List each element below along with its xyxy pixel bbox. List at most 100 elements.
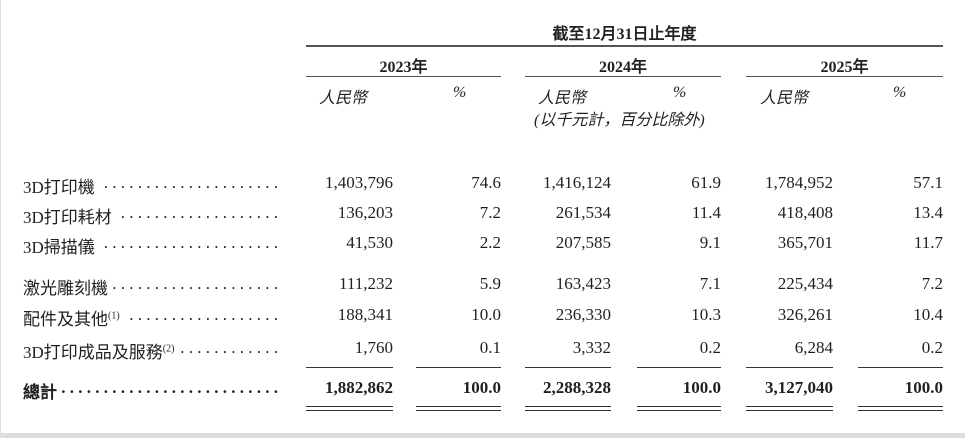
percent-label-2024: % [673, 84, 687, 101]
amount-cell: 163,423 [555, 274, 611, 293]
header-divider [306, 45, 943, 47]
leader-dots: . . . . . . . . . . . . . . . . . . . . … [103, 173, 278, 199]
row-label-text: 3D掃描儀 [23, 238, 95, 257]
amount-cell: 188,341 [337, 305, 393, 324]
percent-cell: 11.7 [913, 233, 943, 252]
row-label: 3D打印機 [23, 173, 95, 198]
percent-cell: 2.2 [479, 233, 501, 252]
percent-cell: 10.0 [471, 305, 501, 324]
amount-cell: 225,434 [777, 274, 833, 293]
amount-cell: 3,332 [572, 338, 611, 357]
amount-cell: 41,530 [346, 233, 393, 252]
percent-cell: 13.4 [913, 203, 943, 222]
subtotal-underline [858, 367, 943, 368]
row-label-text: 總計 [23, 383, 57, 402]
year-2025: 2025年 [820, 59, 869, 76]
currency-label-2024: 人民幣 [538, 90, 587, 107]
amount-cell: 207,585 [555, 233, 611, 252]
percent-cell: 100.0 [462, 378, 501, 397]
amount-cell: 418,408 [777, 203, 833, 222]
row-label-text: 3D打印機 [23, 178, 95, 197]
amount-cell: 1,882,862 [325, 378, 393, 397]
percent-cell: 5.9 [479, 274, 501, 293]
subtotal-underline [416, 367, 501, 368]
currency-label-2023: 人民幣 [319, 90, 368, 107]
leader-dots: . . . . . . . . . . . . . . . . . . . . … [180, 338, 278, 364]
leader-dots: . . . . . . . . . . . . . . . . . . . . … [120, 203, 278, 229]
amount-cell: 1,403,796 [325, 173, 393, 192]
total-double-underline [746, 406, 833, 411]
percent-cell: 0.2 [699, 338, 721, 357]
percent-cell: 61.9 [691, 173, 721, 192]
percent-cell: 100.0 [904, 378, 943, 397]
row-label: 激光雕刻機 [23, 274, 108, 299]
currency-label-2025: 人民幣 [760, 90, 809, 107]
unit-note: (以千元計，百分比除外) [534, 112, 705, 129]
total-double-underline [306, 406, 393, 411]
total-double-underline [416, 406, 501, 411]
table-row: . . . . . . . . . . . . . . . . . . . . … [1, 233, 965, 259]
period-title: 截至12月31日止年度 [552, 26, 697, 43]
amount-cell: 3,127,040 [765, 378, 833, 397]
total-double-underline [525, 406, 611, 411]
leader-dots: . . . . . . . . . . . . . . . . . . . . … [61, 378, 278, 404]
subtotal-underline [306, 367, 393, 368]
leader-dots: . . . . . . . . . . . . . . . . . . . . … [103, 233, 278, 259]
percent-cell: 9.1 [699, 233, 721, 252]
amount-cell: 1,760 [354, 338, 393, 357]
table-row: . . . . . . . . . . . . . . . . . . . . … [1, 203, 965, 229]
row-label: 3D掃描儀 [23, 233, 95, 258]
year-2024: 2024年 [598, 59, 647, 76]
total-double-underline [858, 406, 943, 411]
row-label: 3D打印成品及服務(2) [23, 338, 174, 363]
table-row: . . . . . . . . . . . . . . . . . . . . … [1, 274, 965, 300]
year-divider-2025 [746, 76, 943, 77]
percent-cell: 7.2 [479, 203, 501, 222]
leader-dots: . . . . . . . . . . . . . . . . . . . . … [129, 305, 278, 331]
total-row: . . . . . . . . . . . . . . . . . . . . … [1, 378, 965, 404]
amount-cell: 365,701 [777, 233, 833, 252]
percent-cell: 10.3 [691, 305, 721, 324]
row-label-text: 3D打印耗材 [23, 208, 112, 227]
row-label-text: 激光雕刻機 [23, 279, 108, 298]
amount-cell: 236,330 [555, 305, 611, 324]
page-bottom-bar [1, 433, 965, 438]
table-row: . . . . . . . . . . . . . . . . . . . . … [1, 305, 965, 331]
leader-dots: . . . . . . . . . . . . . . . . . . . . … [112, 274, 278, 300]
year-divider-2024 [525, 76, 721, 77]
amount-cell: 111,232 [339, 274, 393, 293]
year-divider-2023 [306, 76, 501, 77]
percent-cell: 0.2 [921, 338, 943, 357]
amount-cell: 326,261 [777, 305, 833, 324]
row-label: 3D打印耗材 [23, 203, 112, 228]
subtotal-underline [746, 367, 833, 368]
percent-label-2023: % [453, 84, 467, 101]
footnote-ref: (2) [162, 343, 175, 355]
percent-cell: 7.2 [921, 274, 943, 293]
percent-label-2025: % [893, 84, 907, 101]
amount-cell: 261,534 [555, 203, 611, 222]
amount-cell: 2,288,328 [543, 378, 611, 397]
row-label: 配件及其他(1) [23, 305, 120, 330]
table-row: . . . . . . . . . . . . . . . . . . . . … [1, 338, 965, 364]
amount-cell: 1,416,124 [543, 173, 611, 192]
amount-cell: 1,784,952 [765, 173, 833, 192]
percent-cell: 0.1 [479, 338, 501, 357]
subtotal-underline [637, 367, 721, 368]
year-2023: 2023年 [379, 59, 428, 76]
percent-cell: 10.4 [913, 305, 943, 324]
percent-cell: 11.4 [691, 203, 721, 222]
footnote-ref: (1) [108, 310, 120, 322]
row-label-text: 3D打印成品及服務 [23, 343, 163, 362]
table-row: . . . . . . . . . . . . . . . . . . . . … [1, 173, 965, 199]
amount-cell: 136,203 [337, 203, 393, 222]
total-double-underline [637, 406, 721, 411]
percent-cell: 57.1 [913, 173, 943, 192]
row-label: 總計 [23, 378, 57, 403]
row-label-text: 配件及其他 [23, 310, 108, 329]
subtotal-underline [525, 367, 611, 368]
amount-cell: 6,284 [794, 338, 833, 357]
percent-cell: 100.0 [682, 378, 721, 397]
percent-cell: 7.1 [699, 274, 721, 293]
